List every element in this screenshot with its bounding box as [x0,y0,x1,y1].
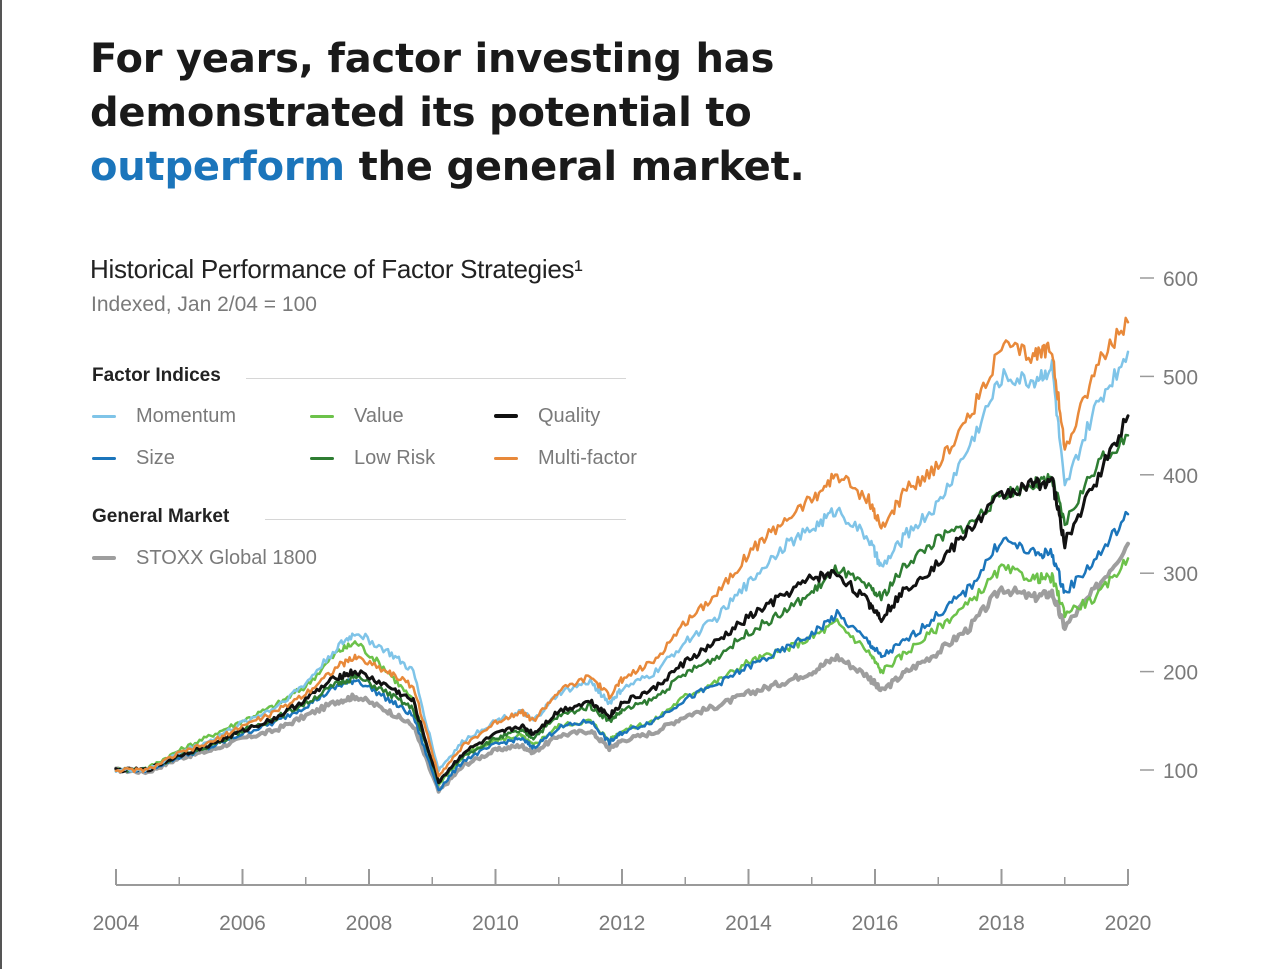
headline: For years, factor investing has demonstr… [90,32,990,194]
legend-item-low-risk: Low Risk [310,445,435,471]
legend-divider-market [265,519,626,520]
legend-label-multi-factor: Multi-factor [538,446,637,469]
series-line-stoxx-global-1800 [114,541,1130,794]
series-line-value [114,557,1130,787]
headline-accent-word: outperform [90,144,345,190]
x-tick-label-2014: 2014 [725,912,772,935]
legend-divider-factor [246,378,626,379]
x-tick-label-2006: 2006 [219,912,266,935]
legend-item-value: Value [310,403,404,429]
legend-swatch-size [92,456,116,460]
legend-item-multi-factor: Multi-factor [494,445,637,471]
page-left-border [0,0,2,969]
legend-item-size: Size [92,445,175,471]
legend-swatch-low-risk [310,456,334,460]
series-line-multi-factor [114,316,1130,778]
headline-line-3: outperform the general market. [90,140,990,194]
legend-swatch-stoxx [92,556,116,560]
legend-swatch-multi-factor [494,456,518,460]
series-line-momentum [114,350,1130,773]
legend-swatch-quality [494,414,518,418]
x-tick-label-2016: 2016 [852,912,899,935]
y-tick-label-600: 600 [1163,268,1198,291]
legend-label-low-risk: Low Risk [354,446,436,469]
legend-item-momentum: Momentum [92,403,236,429]
series-line-low-risk [114,433,1130,784]
headline-line-3-rest: the general market. [344,144,805,190]
series-line-size [114,510,1130,792]
legend-label-stoxx: STOXX Global 1800 [136,546,317,569]
legend-swatch-momentum [92,414,116,418]
legend-label-quality: Quality [538,404,601,427]
legend-swatch-value [310,414,334,418]
legend-label-momentum: Momentum [136,404,237,427]
headline-line-1: For years, factor investing has [90,36,775,82]
x-tick-label-2018: 2018 [978,912,1025,935]
y-tick-label-100: 100 [1163,760,1198,783]
x-tick-label-2004: 2004 [93,912,140,935]
x-tick-label-2020: 2020 [1105,912,1152,935]
x-tick-label-2008: 2008 [346,912,393,935]
legend-label-size: Size [136,446,175,469]
y-tick-label-500: 500 [1163,366,1198,389]
chart-subtitle: Indexed, Jan 2/04 = 100 [91,293,317,316]
legend-item-stoxx-global-1800: STOXX Global 1800 [92,545,317,571]
legend-item-quality: Quality [494,403,600,429]
legend-heading-general-market: General Market [92,506,230,527]
y-tick-label-300: 300 [1163,563,1198,586]
y-tick-label-200: 200 [1163,662,1198,685]
x-tick-label-2010: 2010 [472,912,519,935]
legend-heading-factor-indices: Factor Indices [92,365,221,386]
chart-title: Historical Performance of Factor Strateg… [90,254,583,284]
y-tick-label-400: 400 [1163,465,1198,488]
x-tick-label-2012: 2012 [599,912,646,935]
headline-line-2: demonstrated its potential to [90,90,752,136]
legend-label-value: Value [354,404,404,427]
